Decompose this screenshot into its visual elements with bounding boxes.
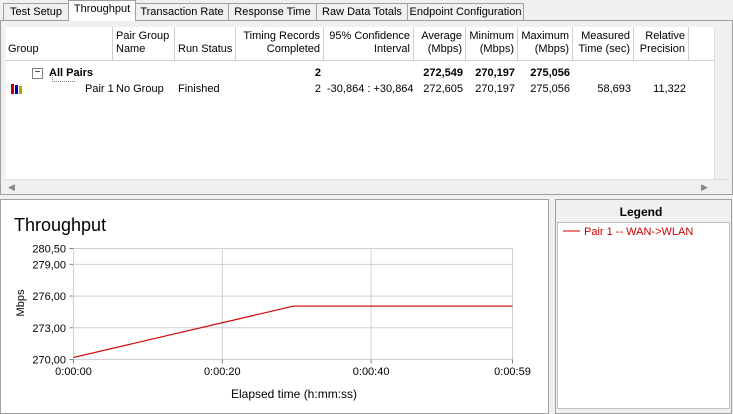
header-line: Name xyxy=(116,43,146,55)
table-cell: Pair 1 xyxy=(85,83,114,95)
vertical-scrollbar[interactable] xyxy=(714,27,730,179)
header-filler xyxy=(689,27,714,61)
icon-bar xyxy=(19,86,22,94)
y-tick-label: 279,00 xyxy=(32,259,66,271)
chart-area: Throughput Mbps Elapsed time (h:mm:ss) L… xyxy=(0,199,732,414)
header-line: (Mbps) xyxy=(427,43,462,55)
table-cell: 272,605 xyxy=(423,83,463,95)
x-tick-label: 0:00:00 xyxy=(55,366,92,378)
table-cell: 270,197 xyxy=(475,83,515,95)
tab[interactable]: Endpoint Configuration xyxy=(407,3,524,20)
column-header[interactable]: Group xyxy=(5,27,113,61)
header-line: Time (sec) xyxy=(578,43,630,55)
header-line: Pair Group xyxy=(116,30,170,42)
table-cell: 11,322 xyxy=(653,83,686,95)
header-line: Completed xyxy=(266,43,320,55)
y-axis-label: Mbps xyxy=(15,289,27,316)
icon-bar xyxy=(15,85,18,94)
table-cell: -30,864 : +30,864 xyxy=(327,83,414,95)
x-tick-label: 0:00:59 xyxy=(494,366,531,378)
y-tick-label: 270,00 xyxy=(32,355,66,367)
x-tick-label: 0:00:40 xyxy=(353,366,390,378)
y-tick-label: 273,00 xyxy=(32,323,66,335)
data-line xyxy=(73,305,513,359)
header-line: Group xyxy=(8,43,39,55)
x-axis-label: Elapsed time (h:mm:ss) xyxy=(231,387,357,401)
legend-label: Pair 1 -- WAN->WLAN xyxy=(584,226,693,238)
table-cell: Finished xyxy=(178,83,220,95)
column-header[interactable]: Maximum (Mbps) xyxy=(518,27,573,61)
chart-title: Throughput xyxy=(14,215,106,235)
column-header[interactable]: Average (Mbps) xyxy=(414,27,466,61)
tab[interactable]: Raw Data Totals xyxy=(316,3,408,20)
column-header[interactable]: 95% Confidence Interval xyxy=(324,27,414,61)
y-tick-label: 280,50 xyxy=(32,244,66,256)
column-header[interactable]: Pair Group Name xyxy=(113,27,175,61)
header-line: (Mbps) xyxy=(534,43,569,55)
table-cell: 275,056 xyxy=(530,67,570,79)
header-line: Minimum xyxy=(469,30,514,42)
icon-bar xyxy=(11,84,14,94)
column-header[interactable]: Run Status xyxy=(175,27,236,61)
tab[interactable]: Transaction Rate xyxy=(135,3,229,20)
header-line: 95% Confidence xyxy=(329,30,410,42)
header-line: Relative xyxy=(645,30,685,42)
table-cell: 270,197 xyxy=(475,67,515,79)
table-panel: Group Pair Group Name Run Status Timing Reco… xyxy=(0,20,733,195)
scroll-left[interactable]: ◀ xyxy=(8,182,15,192)
y-tick-label: 276,00 xyxy=(32,291,66,303)
table-cell: 275,056 xyxy=(530,83,570,95)
expand-box: − xyxy=(32,68,43,79)
column-header[interactable]: Timing Records Completed xyxy=(236,27,324,61)
tab[interactable]: Throughput xyxy=(68,0,136,21)
table-cell: All Pairs xyxy=(49,67,94,79)
table-cell: 58,693 xyxy=(597,83,631,95)
tree-line xyxy=(52,75,75,82)
legend-box xyxy=(557,222,730,409)
table-cell: No Group xyxy=(116,83,164,95)
header-line: Maximum xyxy=(521,30,569,42)
column-header[interactable]: Minimum (Mbps) xyxy=(466,27,518,61)
header-line: Run Status xyxy=(178,43,233,55)
table-cell: 2 xyxy=(314,83,321,95)
legend-title: Legend xyxy=(620,205,663,219)
pair-icon xyxy=(11,84,23,95)
column-header[interactable]: Relative Precision xyxy=(634,27,689,61)
plot-area xyxy=(73,248,513,360)
header-line: Interval xyxy=(373,43,410,55)
header-line: Average xyxy=(421,30,462,42)
header-line: Precision xyxy=(639,43,685,55)
table-cell: 272,549 xyxy=(423,67,463,79)
tab[interactable]: Test Setup xyxy=(3,3,69,20)
table-cell: 2 xyxy=(314,67,321,79)
column-header[interactable]: Measured Time (sec) xyxy=(573,27,634,61)
tab-bar: Test Setup Throughput Transaction Rate Resp… xyxy=(0,0,733,21)
header-line: (Mbps) xyxy=(479,43,514,55)
results-table: Group Pair Group Name Run Status Timing Reco… xyxy=(5,27,714,179)
x-tick-label: 0:00:20 xyxy=(204,366,241,378)
tab[interactable]: Response Time xyxy=(228,3,317,20)
scroll-right[interactable]: ▶ xyxy=(701,182,708,192)
header-line: Measured xyxy=(581,30,630,42)
horizontal-scrollbar[interactable]: ◀ ▶ xyxy=(5,179,729,193)
header-line: Timing Records xyxy=(243,30,320,42)
